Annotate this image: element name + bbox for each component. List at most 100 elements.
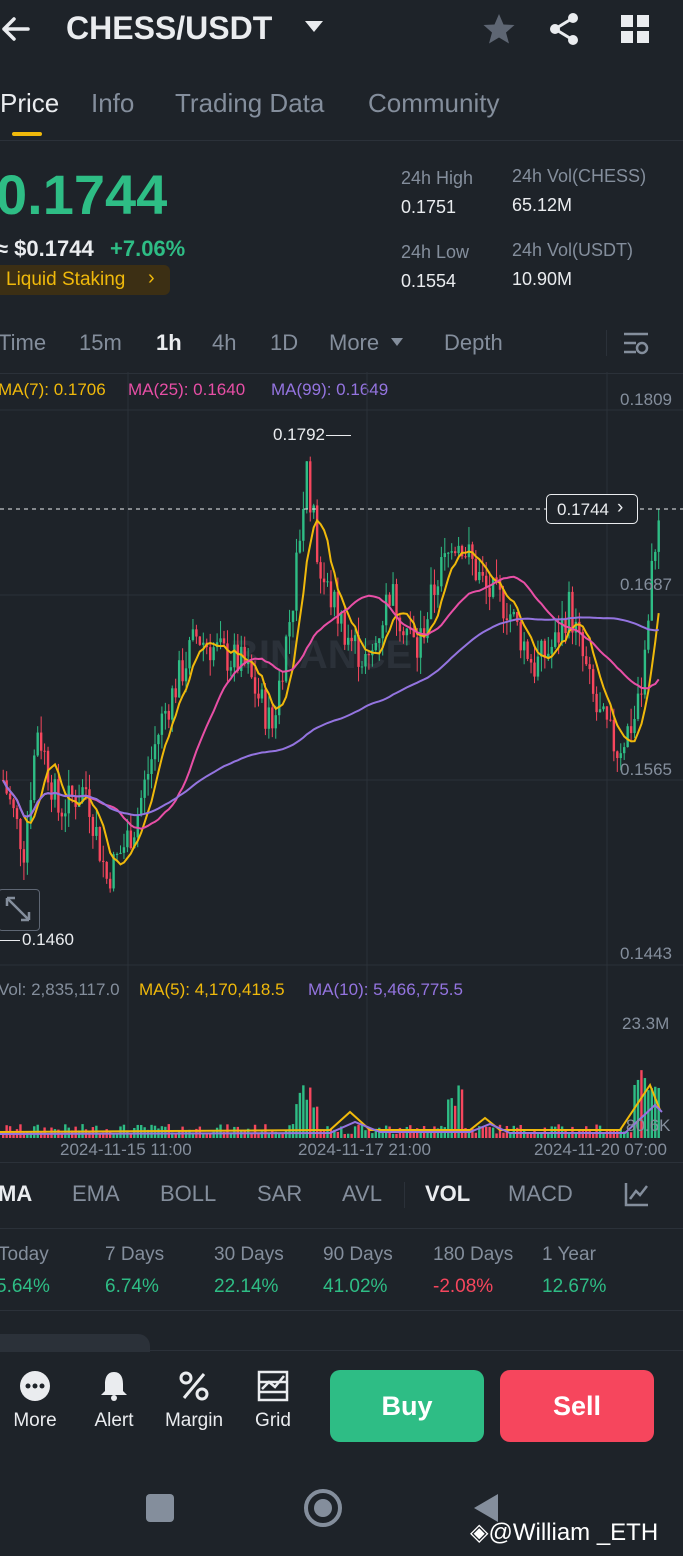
volume-bar: [205, 1133, 208, 1138]
vol-base-value: 65.12M: [512, 195, 573, 215]
volume-bar: [598, 1125, 602, 1138]
candle-body: [464, 556, 467, 558]
current-price-badge[interactable]: 0.1744 ›: [546, 494, 638, 524]
candle-body: [602, 706, 605, 710]
timeframe-more[interactable]: More: [329, 330, 380, 355]
indicator-avl[interactable]: AVL: [342, 1181, 382, 1206]
tab-trading-data[interactable]: Trading Data: [175, 88, 325, 118]
buy-button[interactable]: Buy: [330, 1370, 484, 1442]
star-icon[interactable]: [482, 12, 516, 46]
candle-body: [654, 551, 657, 561]
candle-body: [529, 658, 533, 663]
candle-body: [519, 621, 522, 651]
volume-bar: [102, 1132, 105, 1138]
timeframe-1h[interactable]: 1h: [156, 330, 182, 355]
expand-chart-button[interactable]: [0, 889, 40, 931]
indicator-vol[interactable]: VOL: [425, 1181, 471, 1206]
candle-body: [447, 552, 450, 554]
candle-body: [567, 591, 571, 634]
grid-menu-icon[interactable]: [620, 14, 650, 44]
candle-body: [257, 693, 260, 699]
candle-body: [516, 611, 519, 622]
home-nav-icon[interactable]: [303, 1488, 343, 1528]
timeframe-1d[interactable]: 1D: [270, 330, 299, 355]
action-alert[interactable]: Alert: [79, 1370, 149, 1432]
indicator-sar[interactable]: SAR: [257, 1181, 303, 1206]
candle-body: [160, 713, 164, 735]
timeframe-4h[interactable]: 4h: [212, 330, 237, 355]
volume-bar: [488, 1126, 491, 1138]
chart-settings-icon[interactable]: [622, 330, 650, 356]
candle-body: [650, 560, 653, 621]
candle-body: [12, 799, 15, 809]
indicator-boll[interactable]: BOLL: [160, 1181, 217, 1206]
back-nav-icon[interactable]: [470, 1492, 500, 1524]
candle-body: [184, 668, 188, 682]
back-arrow-icon[interactable]: [0, 14, 32, 44]
volume-bar: [654, 1086, 657, 1138]
action-grid[interactable]: Grid: [238, 1370, 308, 1432]
indicator-ma[interactable]: MA: [0, 1181, 33, 1206]
vol-quote-value: 10.90M: [512, 269, 573, 289]
candle-body: [336, 591, 340, 624]
candle-body: [450, 551, 453, 553]
candle-body: [429, 584, 433, 620]
pair-title[interactable]: CHESS/USDT: [66, 10, 273, 46]
volume-bar: [198, 1126, 202, 1138]
perf-value: 12.67%: [542, 1276, 607, 1297]
timeframe-time[interactable]: Time: [0, 330, 47, 355]
caret-down-icon[interactable]: [304, 20, 324, 34]
current-price-value: 0.1744: [557, 500, 609, 519]
user-watermark-text: @William _ETH: [488, 1519, 659, 1546]
candlestick-chart[interactable]: BINANCE: [0, 0, 683, 1160]
chart-watermark: BINANCE: [230, 633, 412, 677]
candle-body: [598, 709, 602, 713]
volume-bar: [305, 1099, 308, 1138]
candle-body: [347, 637, 350, 645]
bell-icon: [101, 1372, 127, 1401]
more-dots-icon: [20, 1371, 50, 1401]
candle-body: [15, 808, 19, 819]
candle-body: [340, 612, 343, 624]
divider: [404, 1182, 405, 1208]
candle-body: [22, 849, 26, 863]
sell-button[interactable]: Sell: [500, 1370, 654, 1442]
volume-bar: [260, 1131, 264, 1138]
volume-bar: [471, 1128, 474, 1138]
volume-bar: [629, 1132, 633, 1138]
candle-body: [460, 545, 464, 557]
indicator-settings-icon[interactable]: [624, 1181, 650, 1207]
volume-bar: [509, 1133, 512, 1138]
indicator-macd[interactable]: MACD: [508, 1181, 573, 1206]
expand-icon: [5, 896, 31, 922]
timeframe-15m[interactable]: 15m: [79, 330, 122, 355]
tab-price[interactable]: Price: [0, 88, 60, 118]
volume-bar: [395, 1133, 398, 1138]
candle-body: [126, 830, 129, 848]
candle-body: [353, 635, 357, 642]
tab-community[interactable]: Community: [368, 88, 500, 118]
header: CHESS/USDT: [0, 0, 683, 60]
volume-bar: [643, 1078, 647, 1138]
share-icon[interactable]: [548, 12, 580, 46]
volume-bar: [595, 1124, 598, 1138]
tab-info[interactable]: Info: [91, 88, 135, 118]
bottom-sheet-tab[interactable]: [0, 1334, 150, 1352]
more-caret-icon: [391, 338, 403, 346]
candle-body: [619, 753, 622, 759]
candle-body: [84, 787, 88, 790]
candle-body: [591, 669, 595, 694]
action-margin[interactable]: Margin: [159, 1370, 229, 1432]
volume-bar: [657, 1087, 660, 1138]
candle-body: [46, 750, 50, 783]
action-more[interactable]: More: [0, 1370, 70, 1432]
vol-legend: Vol: 2,835,117.0: [0, 980, 120, 999]
tag-liquid-staking[interactable]: Liquid Staking ›: [0, 265, 170, 295]
candle-body: [626, 726, 629, 748]
volume-bar: [98, 1133, 101, 1138]
perf-label: 1 Year: [542, 1244, 596, 1265]
tab-depth[interactable]: Depth: [444, 330, 503, 355]
recents-nav-icon[interactable]: [146, 1494, 174, 1522]
indicator-ema[interactable]: EMA: [72, 1181, 120, 1206]
volume-bar: [640, 1070, 643, 1138]
